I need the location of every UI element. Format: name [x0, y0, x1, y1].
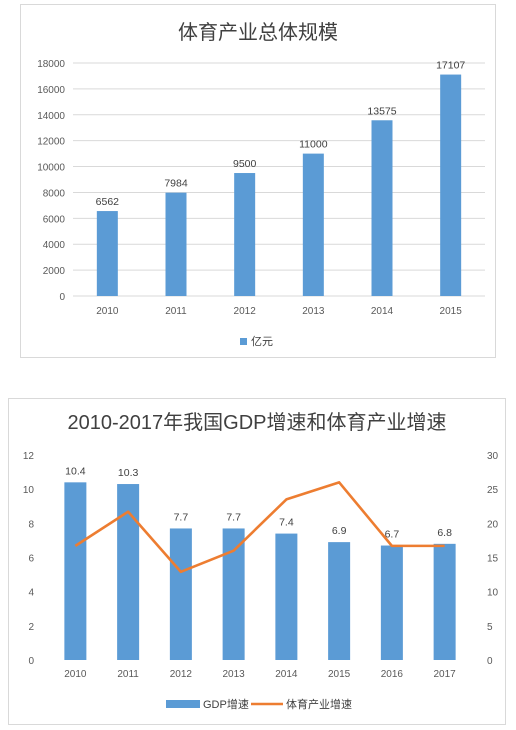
data-label: 6.8 [437, 527, 452, 539]
chart-scale: 体育产业总体规模 0 2000 4000 6000 8000 10000 12000 1400… [20, 4, 496, 358]
y2-tick-label: 10 [487, 588, 499, 599]
data-label: 6.7 [385, 529, 400, 541]
bar [302, 153, 324, 296]
bar [433, 543, 456, 660]
data-label: 9500 [233, 158, 257, 170]
y-tick-label: 8000 [43, 188, 66, 199]
bar [234, 173, 256, 296]
y-tick-label: 12000 [37, 137, 65, 148]
data-label: 10.4 [65, 465, 86, 477]
data-label: 10.3 [118, 467, 139, 479]
bar [328, 542, 351, 660]
data-label: 7.7 [226, 511, 241, 523]
bar [380, 545, 403, 660]
legend-label-sports: 体育产业增速 [286, 697, 352, 711]
data-label: 17107 [436, 60, 465, 72]
y2-tick-label: 30 [487, 451, 499, 462]
data-label: 7.4 [279, 517, 294, 529]
chart-growth-svg: 2010-2017年我国GDP增速和体育产业增速 0 2 4 6 8 10 12 0 5 10 1… [23, 411, 499, 711]
y-tick-label: 16000 [37, 85, 65, 96]
x-tick-label: 2013 [223, 669, 246, 680]
y-tick-label: 12 [23, 451, 35, 462]
y-tick-label: 14000 [37, 111, 65, 122]
x-tick-label: 2016 [381, 669, 404, 680]
x-tick-label: 2014 [275, 669, 298, 680]
x-tick-label: 2015 [440, 306, 463, 317]
y-tick-label: 4000 [43, 240, 66, 251]
bar [96, 211, 118, 296]
y-tick-label: 0 [28, 656, 34, 667]
x-tick-label: 2011 [165, 306, 187, 317]
y2-tick-label: 5 [487, 622, 493, 633]
y-tick-label: 10000 [37, 163, 65, 174]
y-tick-label: 2 [28, 622, 34, 633]
y-tick-label: 8 [28, 519, 34, 530]
y2-tick-label: 15 [487, 554, 499, 565]
legend-label: 亿元 [251, 335, 273, 348]
y2-tick-label: 25 [487, 485, 499, 496]
x-tick-label: 2014 [371, 306, 394, 317]
y-tick-label: 18000 [37, 59, 65, 70]
bar [117, 484, 140, 660]
bar [440, 74, 462, 296]
bar [165, 192, 187, 296]
x-tick-label: 2011 [117, 669, 139, 680]
y-tick-label: 4 [28, 588, 34, 599]
bar [371, 120, 393, 296]
y-tick-label: 6000 [43, 214, 66, 225]
chart-title: 2010-2017年我国GDP增速和体育产业增速 [68, 411, 447, 434]
data-label: 13575 [367, 105, 396, 117]
x-tick-label: 2012 [234, 306, 257, 317]
series-line-sports [74, 481, 445, 574]
chart-growth: 2010-2017年我国GDP增速和体育产业增速 0 2 4 6 8 10 12 0 5 10 1… [8, 398, 506, 725]
x-tick-label: 2015 [328, 669, 351, 680]
data-label: 6562 [96, 196, 120, 208]
bar [275, 533, 298, 660]
data-label: 6.9 [332, 525, 347, 537]
legend-label-gdp: GDP增速 [203, 697, 249, 711]
y2-tick-label: 0 [487, 656, 493, 667]
data-label: 7.7 [174, 511, 189, 523]
x-tick-label: 2017 [434, 669, 457, 680]
bar [169, 528, 192, 660]
x-tick-label: 2012 [170, 669, 193, 680]
legend-swatch-gdp [166, 700, 200, 708]
y-tick-label: 2000 [43, 266, 66, 277]
chart-title: 体育产业总体规模 [178, 21, 338, 44]
y2-tick-label: 20 [487, 519, 499, 530]
chart-scale-svg: 体育产业总体规模 0 2000 4000 6000 8000 10000 12000 1400… [37, 21, 485, 348]
x-tick-label: 2010 [64, 669, 87, 680]
y-tick-label: 0 [59, 292, 65, 303]
x-tick-label: 2013 [302, 306, 325, 317]
y-tick-label: 10 [23, 485, 35, 496]
bar [64, 482, 87, 660]
y-tick-label: 6 [28, 554, 34, 565]
data-label: 11000 [299, 139, 328, 151]
x-tick-label: 2010 [96, 306, 119, 317]
data-label: 7984 [164, 178, 188, 190]
legend-swatch [240, 338, 247, 345]
bar [222, 528, 245, 660]
